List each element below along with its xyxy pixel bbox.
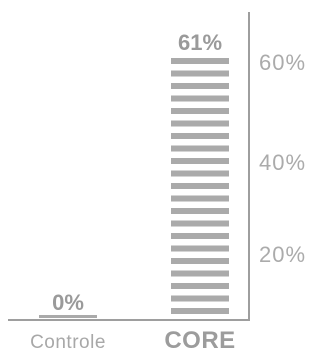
bar-segment [171,83,229,89]
bar-segment [171,70,229,77]
bar-segment [171,220,229,227]
bar-segment [171,170,229,177]
bar-segment [171,245,229,252]
bar-segment [171,120,229,127]
bar-segment [171,233,229,239]
y-tick-label-60: 60% [259,50,306,75]
bar-segment [39,315,97,318]
bar-segment [171,283,229,289]
bar-core [171,58,229,314]
bar-segment [171,95,229,102]
bar-segment [171,208,229,214]
bar-segment [171,258,229,264]
value-labels-group: 0% 61% [52,30,222,315]
category-label-core: CORE [164,327,235,353]
value-label-core: 61% [178,30,222,55]
bar-segment [171,270,229,277]
bars-group [39,58,229,318]
y-ticks-group: 20% 40% 60% [259,50,306,267]
bar-segment [171,58,229,64]
bar-segment [171,108,229,114]
bar-segment [171,145,229,152]
bar-segment [171,308,229,314]
bar-segment [171,183,229,189]
category-label-controle: Controle [30,332,106,353]
value-label-controle: 0% [52,290,84,315]
bar-segment [171,133,229,139]
y-tick-label-40: 40% [259,150,306,175]
y-tick-label-20: 20% [259,242,306,267]
category-labels-group: Controle CORE [30,327,235,353]
bar-segment [171,158,229,164]
bar-controle [39,315,97,318]
bar-segment [171,195,229,202]
bar-segment [171,295,229,302]
